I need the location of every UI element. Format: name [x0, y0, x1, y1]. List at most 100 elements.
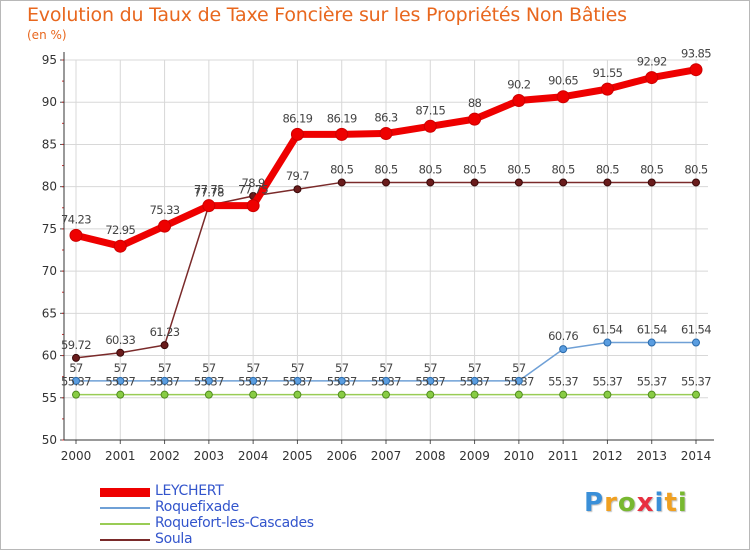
data-label-leychert: 90.65 [548, 74, 578, 88]
data-label-roquefixade: 60.76 [548, 329, 578, 343]
data-label-leychert: 87.15 [415, 103, 445, 117]
data-point-soula [72, 353, 80, 362]
data-point-roquefort-les-cascades [647, 390, 656, 399]
data-label-leychert: 77.75 [194, 183, 224, 197]
y-tick-label: 60 [42, 349, 57, 363]
data-label-roquefort-les-cascades: 55.37 [61, 375, 91, 389]
y-tick-label: 90 [42, 95, 57, 109]
data-point-roquefixade [382, 376, 390, 385]
chart-title: Evolution du Taux de Taxe Foncière sur l… [27, 4, 627, 26]
legend-swatch [100, 539, 150, 541]
data-point-roquefixade [692, 338, 700, 347]
x-tick-label: 2004 [238, 449, 269, 463]
y-tick-label: 55 [42, 391, 57, 405]
data-point-soula [647, 178, 656, 187]
data-label-leychert: 74.23 [61, 212, 91, 226]
data-label-leychert: 86.19 [327, 111, 357, 125]
data-point-roquefort-les-cascades [559, 390, 568, 399]
data-point-soula [470, 178, 479, 187]
x-tick-label: 2012 [592, 449, 623, 463]
data-label-soula: 80.5 [507, 162, 530, 176]
data-point-roquefixade [514, 376, 523, 385]
data-point-roquefort-les-cascades [382, 390, 390, 399]
data-point-leychert [556, 90, 570, 104]
data-label-roquefixade: 57 [246, 361, 260, 375]
data-label-roquefort-les-cascades: 55.37 [105, 375, 135, 389]
data-point-roquefixade [426, 376, 435, 385]
data-point-roquefixade [72, 376, 80, 385]
data-point-leychert [689, 63, 703, 77]
data-point-leychert [423, 119, 437, 133]
data-label-leychert: 86.19 [282, 111, 312, 125]
data-label-roquefixade: 57 [379, 361, 393, 375]
chart-subtitle: (en %) [27, 28, 67, 42]
data-label-roquefixade: 57 [69, 361, 83, 375]
data-point-roquefort-les-cascades [249, 390, 258, 399]
data-label-soula: 80.5 [640, 162, 663, 176]
x-tick-label: 2006 [326, 449, 357, 463]
data-label-soula: 61.23 [150, 325, 180, 339]
x-tick-label: 2007 [371, 449, 402, 463]
x-tick-label: 2000 [61, 449, 92, 463]
legend-swatch [100, 487, 150, 497]
data-point-soula [293, 185, 302, 194]
data-point-soula [692, 178, 700, 187]
data-label-roquefixade: 61.54 [592, 323, 622, 337]
data-label-soula: 80.5 [552, 162, 575, 176]
data-point-roquefort-les-cascades [426, 390, 435, 399]
x-tick-label: 2005 [282, 449, 313, 463]
data-point-roquefixade [293, 376, 302, 385]
data-point-roquefixade [337, 376, 346, 385]
data-point-roquefixade [470, 376, 479, 385]
x-tick-label: 2002 [149, 449, 180, 463]
data-label-soula: 80.5 [374, 162, 397, 176]
data-point-leychert [468, 112, 482, 126]
data-label-leychert: 92.92 [637, 55, 667, 69]
y-tick-label: 75 [42, 222, 57, 236]
data-point-leychert [246, 199, 260, 213]
legend-label: Roquefixade [155, 499, 239, 515]
data-label-roquefixade: 57 [202, 361, 216, 375]
data-label-leychert: 90.2 [507, 78, 530, 92]
data-label-leychert: 88 [468, 96, 482, 110]
data-label-roquefixade: 61.54 [681, 323, 711, 337]
data-label-roquefixade: 57 [335, 361, 349, 375]
logo-letter: t [664, 488, 678, 518]
data-point-roquefort-les-cascades [72, 390, 80, 399]
data-label-leychert: 93.85 [681, 47, 711, 61]
data-label-roquefixade: 57 [512, 361, 526, 375]
data-label-roquefort-les-cascades: 55.37 [150, 375, 180, 389]
data-label-soula: 59.72 [61, 338, 91, 352]
data-label-leychert: 75.33 [150, 203, 180, 217]
data-label-roquefort-les-cascades: 55.37 [548, 375, 578, 389]
logo-letter: x [636, 488, 655, 518]
data-label-roquefixade: 57 [291, 361, 305, 375]
data-point-leychert [158, 219, 172, 233]
data-label-soula: 60.33 [105, 333, 135, 347]
data-label-roquefort-les-cascades: 55.37 [681, 375, 711, 389]
data-label-roquefixade: 57 [424, 361, 438, 375]
data-point-leychert [379, 126, 393, 140]
data-label-roquefixade: 57 [158, 361, 172, 375]
data-point-roquefort-les-cascades [692, 390, 700, 399]
data-point-roquefort-les-cascades [160, 390, 169, 399]
data-label-soula: 80.5 [463, 162, 486, 176]
data-point-soula [382, 178, 390, 187]
data-label-roquefort-les-cascades: 55.37 [238, 375, 268, 389]
data-point-roquefixade [559, 345, 568, 354]
x-tick-label: 2014 [681, 449, 712, 463]
data-point-soula [559, 178, 568, 187]
data-label-soula: 80.5 [330, 162, 353, 176]
data-point-soula [160, 341, 169, 350]
data-point-leychert [512, 94, 526, 108]
data-point-leychert [69, 228, 83, 242]
data-label-roquefort-les-cascades: 55.37 [371, 375, 401, 389]
data-point-soula [337, 178, 346, 187]
data-label-roquefort-les-cascades: 55.37 [592, 375, 622, 389]
proxiti-logo: Proxiti [584, 488, 688, 518]
data-label-leychert: 77.75 [238, 183, 268, 197]
legend-label: Roquefort-les-Cascades [155, 515, 314, 531]
data-label-soula: 79.7 [286, 169, 309, 183]
y-tick-label: 65 [42, 306, 57, 320]
y-tick-label: 50 [42, 433, 57, 447]
